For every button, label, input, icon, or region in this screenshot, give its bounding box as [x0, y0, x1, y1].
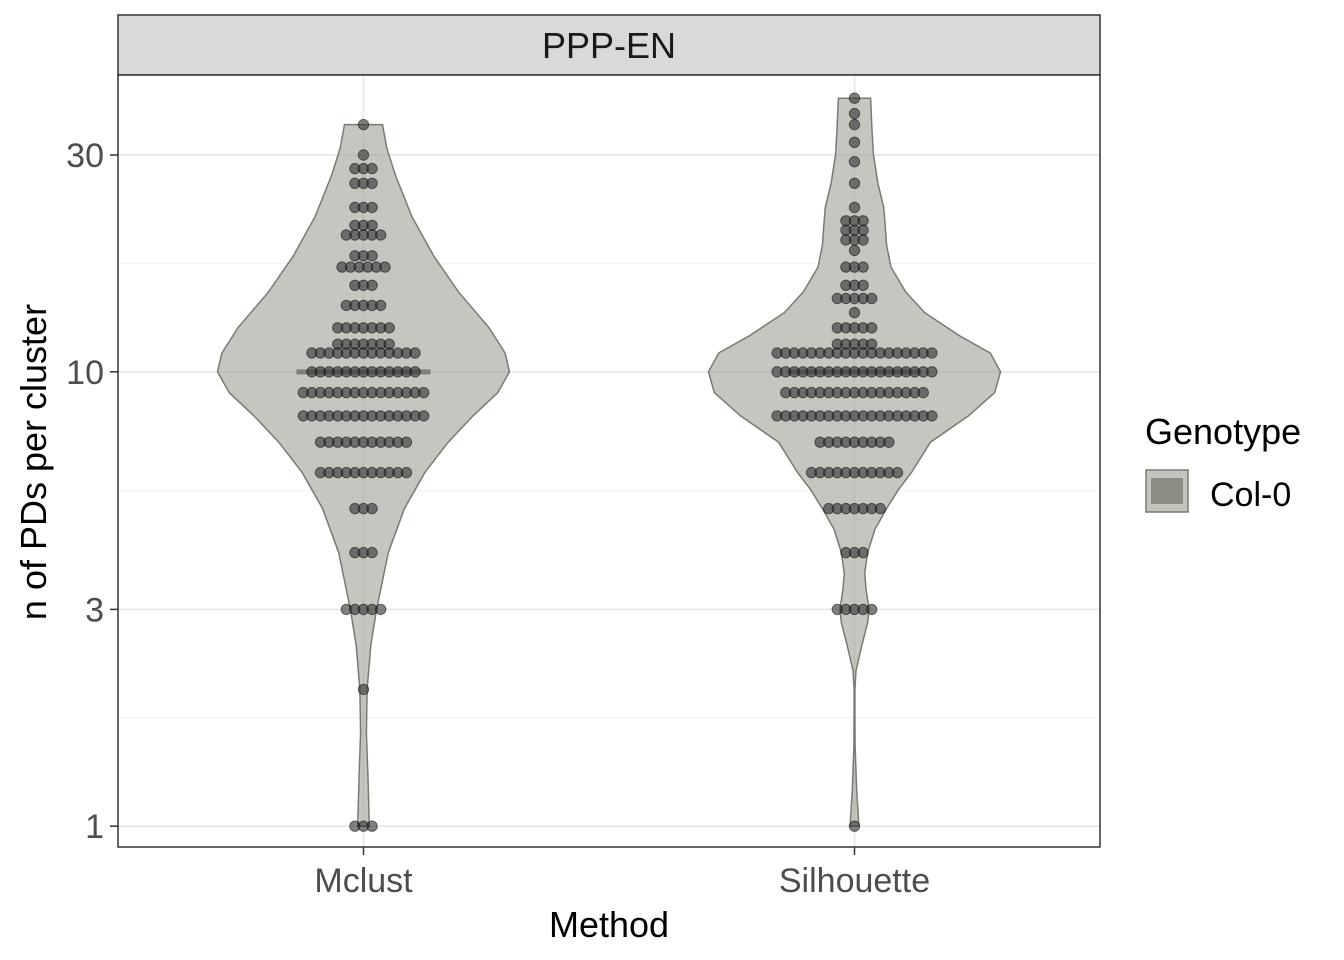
point-silhouette-18-18: [927, 367, 937, 377]
legend: Genotype Col-0: [1145, 411, 1301, 514]
point-silhouette-6-0: [849, 202, 859, 212]
point-mclust-10-4: [376, 300, 386, 310]
point-mclust-8-5: [380, 262, 390, 272]
point-mclust-1-0: [358, 150, 368, 160]
point-mclust-13-12: [410, 348, 420, 358]
point-mclust-4-2: [367, 202, 377, 212]
point-mclust-19-2: [367, 503, 377, 513]
point-silhouette-2-0: [849, 119, 859, 129]
point-silhouette-4-0: [849, 157, 859, 167]
plot-panel: [118, 75, 1100, 847]
y-tick-label-3: 3: [85, 591, 104, 629]
point-silhouette-21-8: [884, 437, 894, 447]
point-silhouette-25-4: [867, 604, 877, 614]
point-mclust-21-4: [376, 604, 386, 614]
legend-title: Genotype: [1145, 411, 1301, 452]
point-mclust-11-6: [384, 323, 394, 333]
point-silhouette-11-2: [858, 262, 868, 272]
point-silhouette-22-10: [892, 467, 902, 477]
point-silhouette-3-0: [849, 137, 859, 147]
x-tick-label-mclust: Mclust: [314, 862, 413, 900]
point-mclust-23-2: [367, 821, 377, 831]
facet-strip-label: PPP-EN: [542, 25, 676, 66]
point-mclust-17-10: [401, 437, 411, 447]
point-mclust-15-14: [419, 387, 429, 397]
x-axis-title: Method: [549, 904, 669, 945]
point-mclust-2-2: [367, 163, 377, 173]
point-mclust-16-14: [419, 411, 429, 421]
point-silhouette-1-0: [849, 108, 859, 118]
y-tick-label-1: 1: [85, 808, 104, 846]
legend-label-col-0: Col-0: [1210, 476, 1291, 514]
point-silhouette-8-2: [858, 225, 868, 235]
point-mclust-6-4: [376, 230, 386, 240]
y-axis-title: n of PDs per cluster: [13, 304, 54, 620]
point-silhouette-23-6: [875, 503, 885, 513]
point-mclust-22-0: [358, 684, 368, 694]
point-mclust-18-10: [401, 467, 411, 477]
point-mclust-20-2: [367, 547, 377, 557]
x-axis: Mclust Silhouette: [314, 847, 930, 900]
point-silhouette-13-4: [867, 293, 877, 303]
y-tick-label-30: 30: [66, 137, 104, 175]
y-tick-label-10: 10: [66, 354, 104, 392]
point-mclust-7-2: [367, 251, 377, 261]
legend-swatch: [1151, 478, 1183, 504]
point-silhouette-10-0: [849, 245, 859, 255]
point-silhouette-0-0: [849, 93, 859, 103]
point-silhouette-7-2: [858, 216, 868, 226]
y-axis: 1 3 10 30: [66, 137, 118, 846]
point-silhouette-12-2: [858, 280, 868, 290]
point-silhouette-24-2: [858, 547, 868, 557]
point-silhouette-15-4: [867, 323, 877, 333]
point-silhouette-9-2: [858, 235, 868, 245]
point-silhouette-19-16: [918, 387, 928, 397]
point-silhouette-20-18: [927, 411, 937, 421]
point-mclust-9-2: [367, 280, 377, 290]
point-silhouette-5-0: [849, 178, 859, 188]
point-silhouette-17-18: [927, 348, 937, 358]
point-mclust-5-2: [367, 220, 377, 230]
point-silhouette-14-0: [849, 307, 859, 317]
x-tick-label-silhouette: Silhouette: [779, 862, 930, 900]
point-mclust-3-2: [367, 178, 377, 188]
point-mclust-14-12: [410, 367, 420, 377]
point-mclust-0-0: [358, 119, 368, 129]
point-silhouette-26-0: [849, 821, 859, 831]
